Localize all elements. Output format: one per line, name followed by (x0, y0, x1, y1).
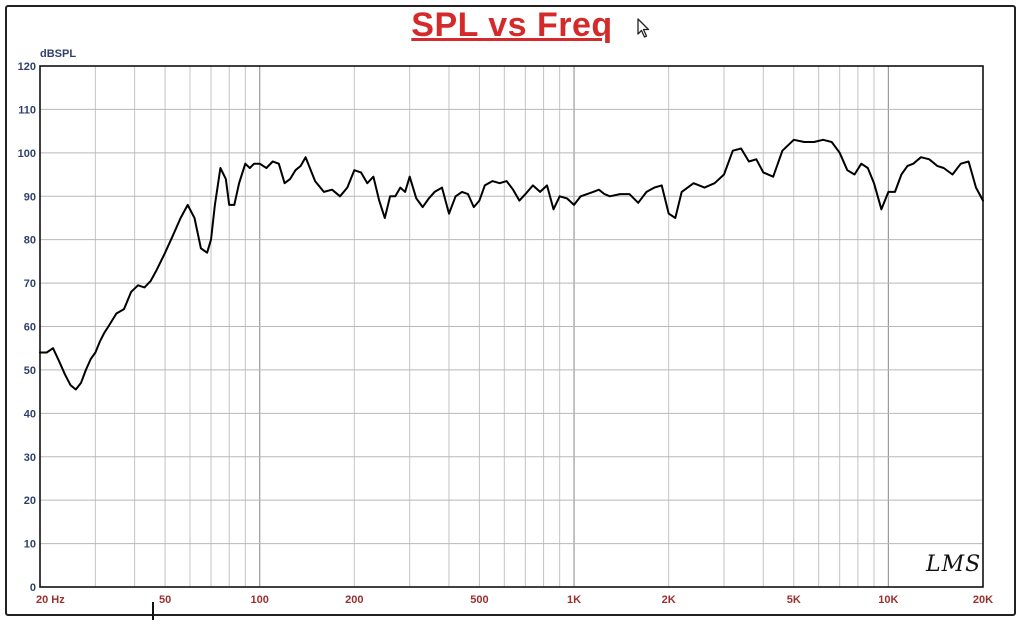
chart-title: SPL vs Freq (411, 6, 613, 44)
y-tick-label: 70 (24, 278, 36, 290)
x-tick-label: 1K (567, 594, 581, 606)
y-tick-label: 110 (18, 104, 36, 116)
x-tick-label: 200 (345, 594, 363, 606)
x-tick-label: 5K (787, 594, 801, 606)
x-tick-label: 20 Hz (36, 594, 65, 606)
mouse-pointer-icon (637, 18, 650, 38)
y-tick-label: 120 (18, 61, 36, 73)
y-tick-label: 50 (24, 365, 36, 377)
plot-border (39, 65, 984, 588)
y-axis-label: dBSPL (40, 48, 77, 60)
x-tick-label: 10K (878, 594, 898, 606)
y-tick-label: 0 (30, 582, 36, 594)
chart-frame (5, 5, 1016, 616)
lms-logo: LMS (926, 552, 982, 577)
x-tick-label: 100 (251, 594, 269, 606)
spl-curve (39, 138, 984, 391)
y-tick-label: 30 (24, 452, 36, 464)
x-tick-label: 2K (662, 594, 676, 606)
y-tick-label: 10 (24, 539, 36, 551)
y-tick-label: 40 (24, 408, 36, 420)
x-tick-label: 50 (159, 594, 171, 606)
y-tick-label: 60 (24, 322, 36, 334)
x-tick-label: 20K (973, 594, 993, 606)
x-tick-label: 500 (470, 594, 488, 606)
y-tick-label: 80 (24, 235, 36, 247)
y-tick-label: 90 (24, 191, 36, 203)
y-tick-label: 100 (18, 148, 36, 160)
y-tick-label: 20 (24, 495, 36, 507)
text-cursor-mark (152, 602, 154, 620)
